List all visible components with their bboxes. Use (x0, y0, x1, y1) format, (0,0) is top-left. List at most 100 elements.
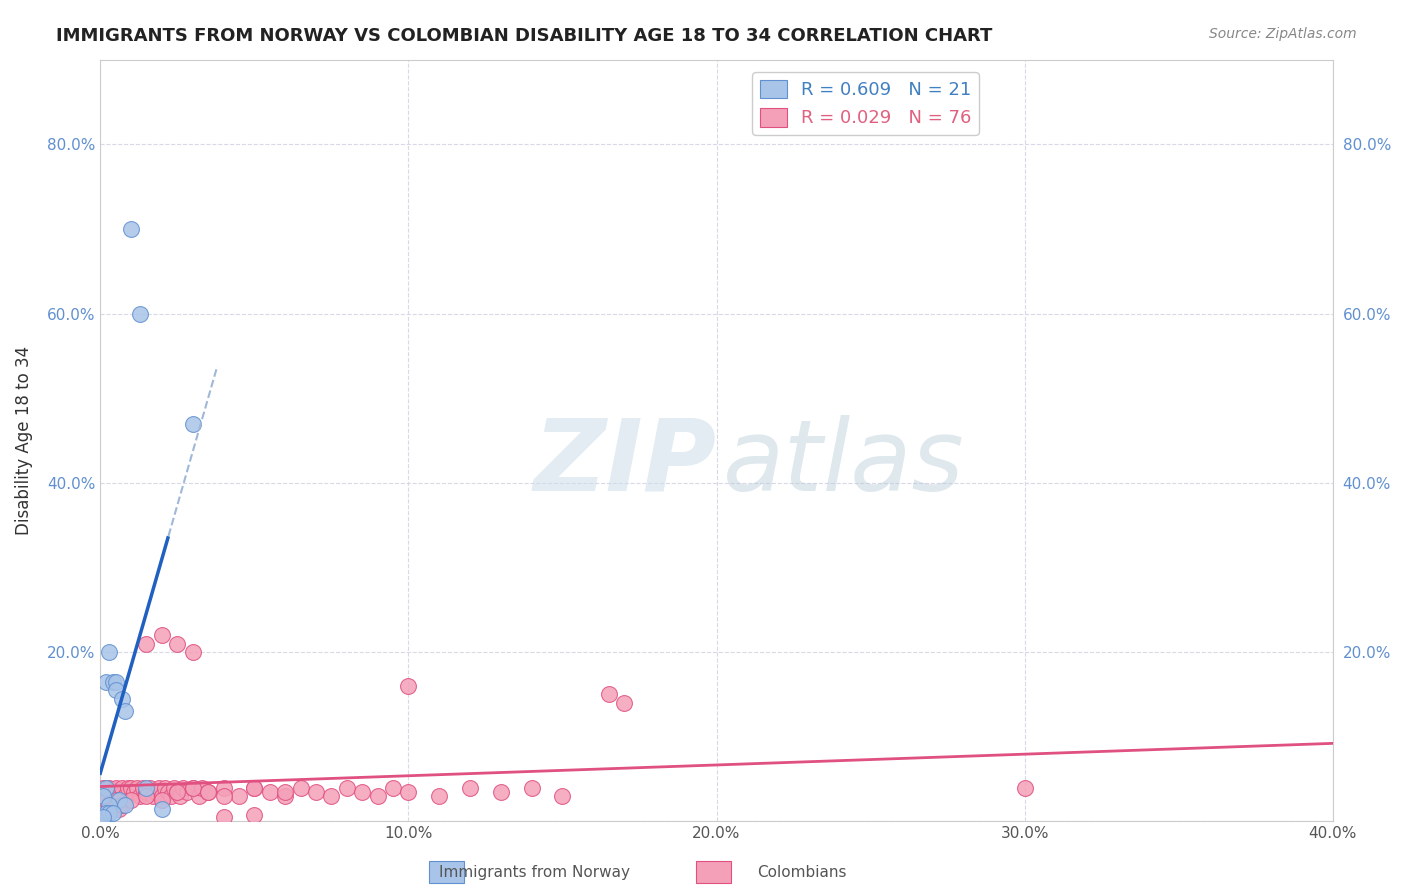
Point (212, 789, 235, 803)
Point (135, 637, 157, 651)
Point (114, 789, 136, 803)
Point (98, 797, 121, 812)
Point (129, 307, 152, 321)
Point (96, 805, 118, 820)
Point (111, 691, 134, 706)
Point (305, 785, 328, 799)
Text: ZIP: ZIP (533, 415, 717, 512)
Point (489, 785, 512, 799)
Point (613, 696, 636, 710)
Point (107, 793, 129, 807)
Point (114, 797, 136, 812)
Point (458, 780, 481, 795)
Point (127, 780, 149, 795)
Point (259, 785, 281, 799)
Point (150, 802, 173, 816)
Point (290, 780, 312, 795)
Point (181, 417, 204, 431)
Text: atlas: atlas (723, 415, 965, 512)
Point (135, 789, 157, 803)
Point (150, 793, 173, 807)
Point (181, 780, 204, 795)
Point (396, 785, 419, 799)
Point (104, 674, 127, 689)
Point (157, 785, 180, 799)
Point (160, 789, 183, 803)
Point (107, 802, 129, 816)
Point (176, 785, 198, 799)
Point (169, 789, 191, 803)
Point (427, 789, 450, 803)
Point (197, 785, 219, 799)
Point (148, 780, 170, 795)
Text: Source: ZipAtlas.com: Source: ZipAtlas.com (1209, 27, 1357, 41)
Point (135, 785, 157, 799)
Point (150, 628, 173, 642)
Point (172, 780, 194, 795)
Point (96, 674, 118, 689)
Point (91, 780, 114, 795)
Point (163, 780, 186, 795)
Point (166, 785, 188, 799)
Point (91, 789, 114, 803)
Point (111, 780, 134, 795)
Text: Immigrants from Norway: Immigrants from Norway (439, 865, 630, 880)
Point (150, 789, 173, 803)
Point (153, 780, 176, 795)
Point (101, 674, 124, 689)
Point (598, 688, 620, 702)
Point (98, 645, 121, 659)
Point (117, 780, 139, 795)
Point (181, 780, 204, 795)
Point (274, 785, 297, 799)
Point (120, 793, 142, 807)
Point (551, 789, 574, 803)
Point (120, 780, 142, 795)
Point (381, 780, 404, 795)
Point (243, 780, 266, 795)
Point (166, 637, 188, 651)
Point (104, 683, 127, 698)
Point (104, 780, 127, 795)
Point (122, 785, 145, 799)
Point (135, 780, 157, 795)
Point (138, 780, 160, 795)
Text: Colombians: Colombians (756, 865, 846, 880)
Point (98, 780, 121, 795)
Point (98, 805, 121, 820)
Point (96, 780, 118, 795)
Point (212, 810, 235, 824)
Point (243, 807, 266, 822)
Point (101, 805, 124, 820)
Point (367, 789, 389, 803)
Point (129, 789, 152, 803)
Point (145, 785, 167, 799)
Point (96, 789, 118, 803)
Point (321, 789, 343, 803)
Point (274, 789, 297, 803)
Point (107, 789, 129, 803)
Point (336, 780, 359, 795)
Point (91, 810, 114, 824)
Point (96, 793, 118, 807)
Point (111, 797, 134, 812)
Point (243, 780, 266, 795)
Point (181, 645, 204, 659)
Point (228, 789, 250, 803)
Text: IMMIGRANTS FROM NORWAY VS COLOMBIAN DISABILITY AGE 18 TO 34 CORRELATION CHART: IMMIGRANTS FROM NORWAY VS COLOMBIAN DISA… (56, 27, 993, 45)
Point (212, 780, 235, 795)
Point (352, 785, 374, 799)
Point (101, 789, 124, 803)
Point (1014, 780, 1036, 795)
Point (142, 789, 165, 803)
Legend: R = 0.609   N = 21, R = 0.029   N = 76: R = 0.609 N = 21, R = 0.029 N = 76 (752, 72, 979, 135)
Point (120, 222, 142, 236)
Point (520, 780, 543, 795)
Point (91, 797, 114, 812)
Y-axis label: Disability Age 18 to 34: Disability Age 18 to 34 (15, 346, 32, 535)
Point (187, 789, 209, 803)
Point (101, 797, 124, 812)
Point (191, 780, 214, 795)
Point (98, 802, 121, 816)
Point (396, 679, 419, 693)
